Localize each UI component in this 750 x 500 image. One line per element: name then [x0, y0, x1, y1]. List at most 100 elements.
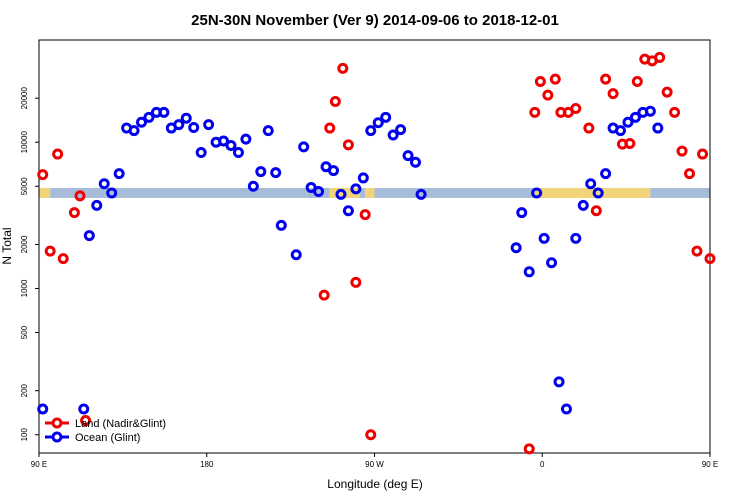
data-point [410, 156, 422, 168]
data-point [52, 148, 64, 160]
data-point [622, 116, 634, 128]
x-axis-label: Longitude (deg E) [327, 477, 422, 491]
data-point [624, 138, 636, 150]
data-point [542, 89, 554, 101]
data-point [350, 276, 362, 288]
chart-title: 25N-30N November (Ver 9) 2014-09-06 to 2… [191, 12, 559, 29]
data-point [74, 190, 86, 202]
data-point [669, 106, 681, 118]
y-tick-label: 1000 [20, 279, 29, 297]
y-axis: 100 200 500 1000 2000 5000 10000 20000 [20, 87, 39, 442]
band-segment-land [39, 187, 51, 198]
data-point [365, 429, 377, 441]
data-point [342, 205, 354, 217]
data-point [607, 88, 619, 100]
data-point [510, 242, 522, 254]
x-tick-label: 90 E [702, 460, 718, 469]
data-point [629, 111, 641, 123]
x-tick-label: 180 [200, 460, 214, 469]
data-point [68, 207, 80, 219]
x-tick-label: 90 W [365, 460, 384, 469]
data-point [546, 257, 558, 269]
series-land [37, 51, 716, 455]
data-point [158, 106, 170, 118]
data-point [372, 117, 384, 129]
data-point [652, 122, 664, 134]
data-point [78, 403, 90, 415]
data-point [195, 147, 207, 159]
data-point [691, 245, 703, 257]
data-point [538, 232, 550, 244]
data-point [240, 133, 252, 145]
data-point [232, 147, 244, 159]
data-point [113, 168, 125, 180]
band-segment-ocean [87, 187, 330, 198]
data-point [600, 73, 612, 85]
data-point [173, 119, 185, 131]
data-point [275, 219, 287, 231]
data-point [290, 249, 302, 261]
data-point [531, 187, 543, 199]
data-point [298, 141, 310, 153]
data-point [683, 168, 695, 180]
data-point [697, 148, 709, 160]
data-point [661, 86, 673, 98]
y-tick-label: 20000 [20, 87, 29, 110]
data-point [270, 167, 282, 179]
x-axis: 90 E 180 90 W 0 90 E [31, 453, 718, 469]
data-point [44, 245, 56, 257]
data-point [37, 403, 49, 415]
data-point [37, 169, 49, 181]
data-point [387, 129, 399, 141]
data-point [577, 199, 589, 211]
data-point [337, 62, 349, 74]
band-segment-land [365, 187, 375, 198]
data-point [262, 125, 274, 137]
data-point [188, 122, 200, 134]
series-ocean [37, 105, 664, 415]
legend-ocean-marker [51, 431, 63, 443]
data-point [324, 122, 336, 134]
data-point [83, 230, 95, 242]
legend: Land (Nadir&Glint) Ocean (Glint) [45, 417, 166, 444]
data-point [583, 122, 595, 134]
data-point [335, 188, 347, 200]
data-point [592, 187, 604, 199]
y-axis-label: N Total [0, 227, 14, 264]
data-point [98, 178, 110, 190]
data-point [534, 76, 546, 88]
data-point [342, 139, 354, 151]
data-point [128, 125, 140, 137]
data-point [395, 124, 407, 136]
band-segment-ocean [650, 187, 710, 198]
data-point [600, 168, 612, 180]
data-point [327, 165, 339, 177]
data-point [615, 125, 627, 137]
y-tick-label: 500 [20, 325, 29, 339]
data-point [106, 187, 118, 199]
data-point [313, 186, 325, 198]
y-tick-label: 10000 [20, 131, 29, 154]
band-segment-ocean [50, 187, 88, 198]
data-point [523, 443, 535, 455]
data-point [654, 51, 666, 63]
data-point [225, 139, 237, 151]
plot-frame [38, 39, 711, 454]
data-point [203, 119, 215, 131]
y-tick-label: 100 [20, 428, 29, 442]
data-point [549, 73, 561, 85]
data-point [365, 125, 377, 137]
data-point [704, 253, 716, 265]
data-point [247, 180, 259, 192]
data-point [529, 106, 541, 118]
band-segment-land [534, 187, 651, 198]
data-point [644, 105, 656, 117]
data-point [523, 266, 535, 278]
data-point [255, 166, 267, 178]
y-tick-label: 2000 [20, 235, 29, 253]
legend-land-marker [51, 417, 63, 429]
data-point [516, 207, 528, 219]
data-point [631, 76, 643, 88]
data-point [553, 376, 565, 388]
